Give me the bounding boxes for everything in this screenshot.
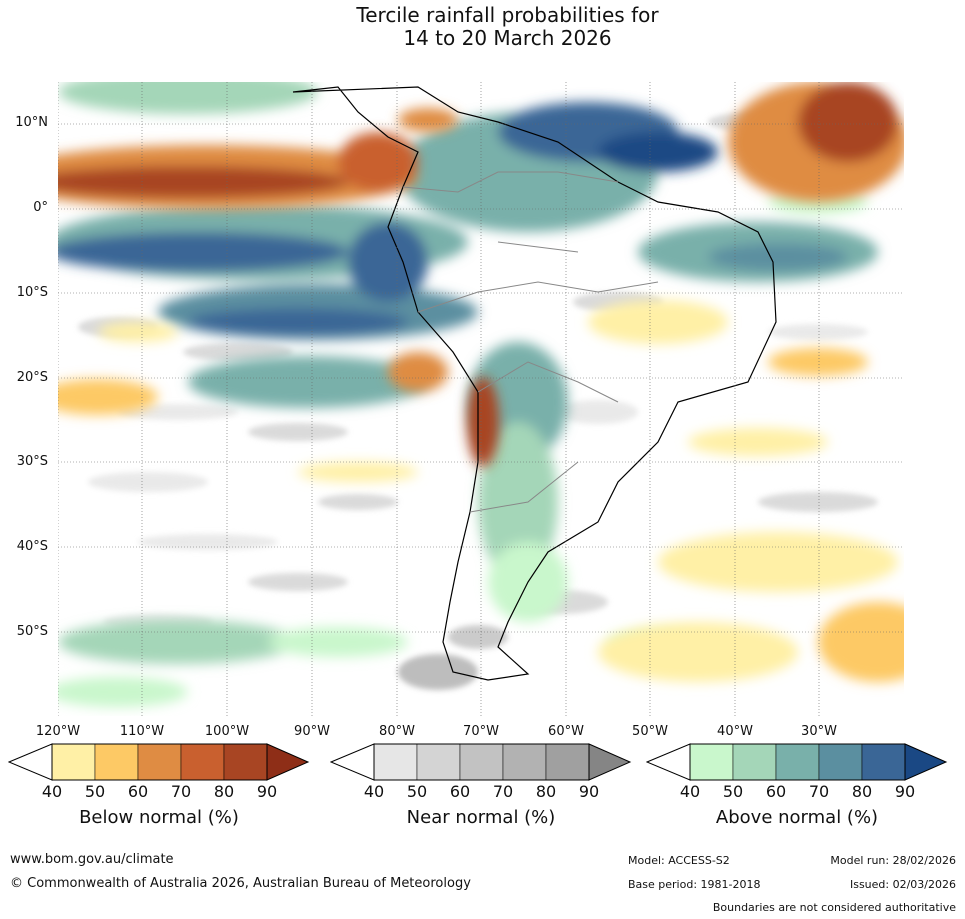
- cbar-below-tick-60: 60: [127, 782, 149, 801]
- lat-label-10s: 10°S: [16, 285, 48, 300]
- cbar-near-tick-90: 90: [578, 782, 600, 801]
- lon-label-50w: 50°W: [632, 724, 668, 739]
- cbar-above-tick-80: 80: [851, 782, 873, 801]
- cbar-below-tick-40: 40: [41, 782, 63, 801]
- map-svg[interactable]: [58, 82, 904, 716]
- cbar-above-tick-90: 90: [894, 782, 916, 801]
- lon-label-80w: 80°W: [379, 724, 415, 739]
- lon-label-110w: 110°W: [119, 724, 165, 739]
- cbar-near-title: Near normal (%): [406, 807, 556, 828]
- below-normal-patches: [58, 82, 904, 682]
- cbar-near-seg-4: [502, 743, 547, 781]
- cbar-near-seg-3: [459, 743, 504, 781]
- cbar-near-tick-40: 40: [363, 782, 385, 801]
- colorbar-below-normal: [8, 743, 310, 781]
- lon-label-60w: 60°W: [548, 724, 584, 739]
- cbar-below-seg-4: [180, 743, 225, 781]
- footer-model-run: Model run: 28/02/2026: [830, 854, 956, 867]
- colorbar-above-normal: [646, 743, 948, 781]
- lon-label-120w: 120°W: [35, 724, 81, 739]
- title-line-1: Tercile rainfall probabilities for: [356, 3, 659, 27]
- cbar-below-seg-5: [223, 743, 268, 781]
- footer-copyright: © Commonwealth of Australia 2026, Austra…: [10, 876, 471, 891]
- title-line-2: 14 to 20 March 2026: [403, 26, 612, 50]
- cbar-near-seg-2: [416, 743, 461, 781]
- chart-title: Tercile rainfall probabilities for 14 to…: [0, 4, 965, 50]
- cbar-above-seg-3: [775, 743, 820, 781]
- footer-disclaimer: Boundaries are not considered authoritat…: [712, 901, 956, 914]
- lon-label-100w: 100°W: [204, 724, 250, 739]
- country-borders: [402, 171, 659, 513]
- cbar-below-seg-1: [51, 743, 96, 781]
- cbar-above-tick-50: 50: [722, 782, 744, 801]
- cbar-above-tick-40: 40: [679, 782, 701, 801]
- lat-label-20s: 20°S: [16, 370, 48, 385]
- cbar-near-tick-80: 80: [535, 782, 557, 801]
- cbar-near-tick-70: 70: [492, 782, 514, 801]
- footer-base-period: Base period: 1981-2018: [628, 878, 761, 891]
- cbar-above-seg-2: [732, 743, 777, 781]
- cbar-below-seg-3: [137, 743, 182, 781]
- cbar-above-seg-4: [818, 743, 863, 781]
- cbar-below-seg-2: [94, 743, 139, 781]
- footer-url[interactable]: www.bom.gov.au/climate: [10, 852, 174, 867]
- cbar-near-tick-50: 50: [406, 782, 428, 801]
- cbar-below-tick-50: 50: [84, 782, 106, 801]
- cbar-above-title: Above normal (%): [715, 807, 879, 828]
- cbar-below-tick-70: 70: [170, 782, 192, 801]
- cbar-above-seg-5: [861, 743, 906, 781]
- lon-label-90w: 90°W: [294, 724, 330, 739]
- lon-label-70w: 70°W: [463, 724, 499, 739]
- lat-label-10n: 10°N: [15, 115, 48, 130]
- map-panel[interactable]: [58, 82, 904, 716]
- footer-issued: Issued: 02/03/2026: [849, 878, 956, 891]
- footer-model: Model: ACCESS-S2: [628, 854, 730, 867]
- lon-label-30w: 30°W: [801, 724, 837, 739]
- lat-label-40s: 40°S: [16, 539, 48, 554]
- lat-label-0: 0°: [33, 200, 48, 215]
- colorbar-near-normal: [330, 743, 632, 781]
- cbar-above-tick-70: 70: [808, 782, 830, 801]
- coastline-south-america: [292, 86, 777, 681]
- lat-label-30s: 30°S: [16, 454, 48, 469]
- cbar-near-seg-5: [545, 743, 590, 781]
- cbar-above-tick-60: 60: [765, 782, 787, 801]
- cbar-below-tick-90: 90: [256, 782, 278, 801]
- cbar-above-seg-1: [689, 743, 734, 781]
- cbar-below-tick-80: 80: [213, 782, 235, 801]
- cbar-near-tick-60: 60: [449, 782, 471, 801]
- lat-label-50s: 50°S: [16, 624, 48, 639]
- lon-label-40w: 40°W: [717, 724, 753, 739]
- cbar-near-seg-1: [373, 743, 418, 781]
- above-normal-patches: [58, 82, 878, 707]
- graticule: [58, 82, 904, 716]
- cbar-below-title: Below normal (%): [79, 807, 239, 828]
